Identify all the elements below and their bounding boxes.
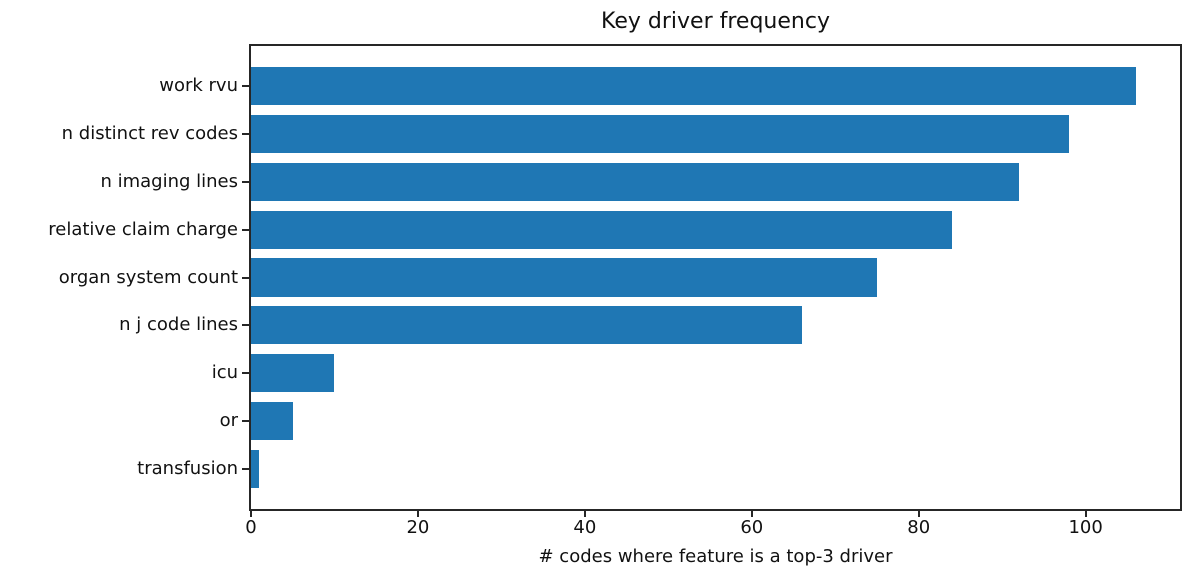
x-tick-label: 40 bbox=[573, 517, 597, 538]
x-tick-mark bbox=[416, 511, 419, 517]
bar bbox=[251, 67, 1136, 106]
plot-area bbox=[249, 44, 1182, 511]
y-tick-mark bbox=[242, 133, 249, 135]
x-tick-label: 20 bbox=[406, 517, 430, 538]
x-tick-mark bbox=[583, 511, 586, 517]
x-tick-mark bbox=[750, 511, 753, 517]
y-tick-label: or bbox=[219, 409, 238, 431]
y-tick-label: transfusion bbox=[137, 457, 238, 479]
y-tick-label: n j code lines bbox=[119, 314, 238, 336]
y-tick-mark bbox=[242, 467, 249, 470]
x-tick-label: 60 bbox=[740, 517, 764, 538]
x-tick-label: 80 bbox=[907, 517, 931, 538]
y-tick-mark bbox=[242, 85, 249, 88]
bar bbox=[251, 354, 335, 393]
y-tick-label: organ system count bbox=[58, 266, 238, 288]
y-tick-mark bbox=[242, 324, 249, 327]
bar bbox=[251, 162, 1019, 201]
bar bbox=[251, 258, 877, 297]
x-tick-label: 0 bbox=[245, 517, 257, 538]
x-tick-mark bbox=[917, 511, 920, 517]
x-tick-mark bbox=[1084, 511, 1087, 517]
bar bbox=[251, 306, 802, 345]
y-tick-mark bbox=[242, 419, 249, 422]
x-tick-label: 100 bbox=[1068, 517, 1103, 538]
y-tick-mark bbox=[242, 372, 249, 375]
x-axis-label: # codes where feature is a top-3 driver bbox=[538, 546, 893, 567]
y-tick-mark bbox=[242, 228, 249, 231]
y-tick-mark bbox=[242, 180, 249, 183]
y-tick-label: n distinct rev codes bbox=[61, 123, 238, 144]
y-tick-label: relative claim charge bbox=[48, 218, 238, 240]
y-tick-mark bbox=[242, 276, 249, 279]
bar bbox=[251, 449, 260, 488]
bar bbox=[251, 210, 953, 249]
y-tick-label: icu bbox=[211, 362, 238, 384]
chart-title: Key driver frequency bbox=[601, 9, 830, 34]
y-tick-label: work rvu bbox=[159, 75, 238, 97]
y-tick-label: n imaging lines bbox=[100, 170, 238, 192]
bar bbox=[251, 114, 1069, 154]
bar bbox=[251, 401, 293, 441]
x-tick-mark bbox=[250, 511, 252, 517]
